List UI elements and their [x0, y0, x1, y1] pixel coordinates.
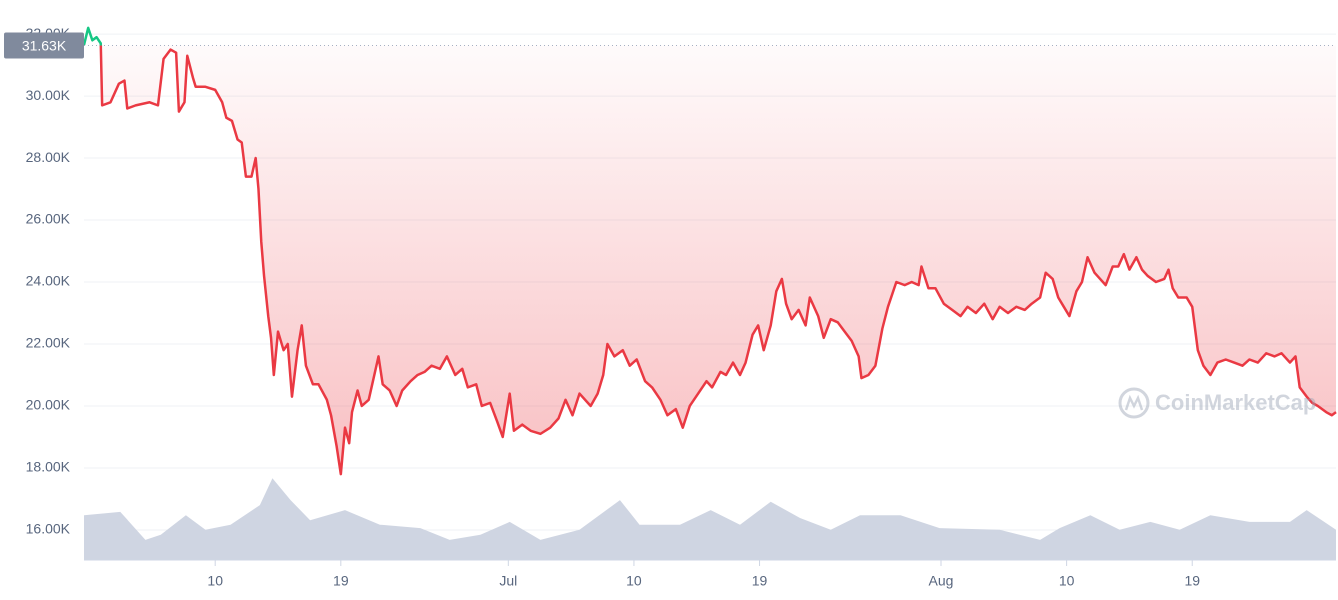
- x-tick-label: Aug: [929, 573, 954, 589]
- y-tick-label: 26.00K: [26, 211, 71, 227]
- y-tick-label: 30.00K: [26, 87, 71, 103]
- x-tick-label: 10: [1059, 573, 1075, 589]
- watermark-text: CoinMarketCap: [1155, 390, 1316, 415]
- x-tick-label: 19: [752, 573, 768, 589]
- plot: 16.00K 18.00K 20.00K 22.00K 24.00K 26.00K 28.0…: [4, 25, 1337, 589]
- watermark-logo: [1118, 387, 1150, 419]
- x-tick-label: 10: [207, 573, 223, 589]
- watermark-logo-mark: [1124, 394, 1144, 411]
- y-tick-label: 24.00K: [26, 273, 71, 289]
- reference-label-box: [4, 32, 84, 59]
- volume-area: [84, 478, 1336, 560]
- reference-label: 31.63K: [22, 37, 67, 53]
- y-tick-label: 20.00K: [26, 397, 71, 413]
- watermark: CoinMarketCap: [1118, 387, 1316, 419]
- price-line-down: [99, 45, 1337, 476]
- y-tick-label: 22.00K: [26, 335, 71, 351]
- y-tick-label: 18.00K: [26, 459, 71, 475]
- y-tick-label: 16.00K: [26, 521, 71, 537]
- x-tick-label: 19: [333, 573, 349, 589]
- x-tick-label: 19: [1184, 573, 1200, 589]
- x-tick-label: Jul: [499, 573, 517, 589]
- y-tick-label: 28.00K: [26, 149, 71, 165]
- x-tick-label: 10: [626, 573, 642, 589]
- price-area: [84, 45, 1336, 475]
